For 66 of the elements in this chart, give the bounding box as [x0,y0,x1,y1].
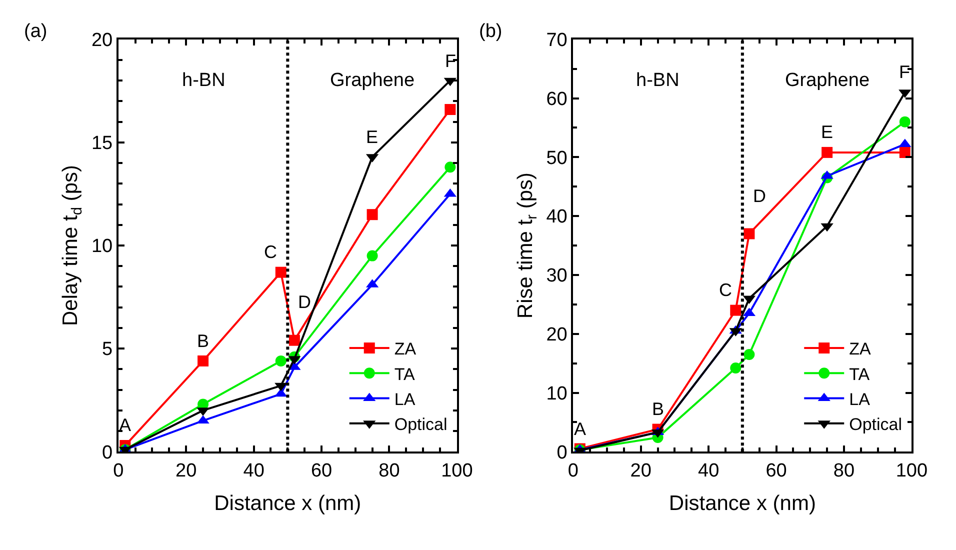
annotation: F [899,62,910,82]
point [744,228,755,240]
point [822,146,833,158]
y-tick-label: 5 [102,339,113,360]
legend-label: ZA [849,340,872,359]
annotation: B [652,399,664,419]
y-tick-label: 10 [546,383,568,404]
y-tick-label: 70 [546,30,568,52]
legend-label: LA [394,390,416,409]
point [366,209,378,220]
point [288,334,300,346]
point [275,355,286,366]
x-tick-label: 100 [896,460,928,482]
legend-label: Optical [849,414,902,434]
point [899,116,910,128]
point [444,162,456,173]
y-tick-label: 30 [546,266,568,287]
x-tick-label: 20 [630,460,652,482]
y-tick-label: 60 [546,88,568,110]
annotation: F [445,51,456,71]
legend-label: TA [849,364,870,384]
legend-label: LA [849,390,871,409]
y-tick-label: 20 [91,30,113,52]
x-tick-label: 60 [766,460,787,482]
annotation: h-BN [636,70,680,91]
x-tick-label: 80 [833,460,855,482]
annotation: A [119,415,132,435]
x-axis-title: Distance x (nm) [214,492,362,516]
x-tick-label: 20 [176,460,197,482]
annotation: C [719,280,732,300]
annotation: C [264,242,277,262]
y-tick-label: 20 [546,324,568,346]
point [744,348,755,360]
y-tick-label: 15 [91,133,113,154]
x-tick-label: 60 [310,460,332,482]
annotation: E [366,127,378,147]
x-tick-label: 40 [243,460,264,482]
y-tick-label: 40 [546,206,568,228]
legend-label: TA [394,364,416,384]
point [730,362,742,374]
y-tick-label: 0 [102,442,113,464]
text: (a) [24,21,48,42]
y-tick-label: 0 [556,442,568,464]
x-tick-label: 40 [698,460,720,482]
legend-label: Optical [394,414,448,434]
x-tick-label: 100 [441,460,473,482]
annotation: Graphene [330,70,415,91]
y-tick-label: 50 [546,148,568,169]
annotation: D [298,292,311,312]
annotation: h-BN [182,70,226,91]
x-axis-title: Distance x (nm) [668,492,816,516]
legend-label: ZA [394,340,417,359]
x-tick-label: 80 [378,460,400,482]
annotation: D [753,186,766,206]
annotation: A [574,419,586,439]
point [198,355,209,366]
annotation: Graphene [785,70,870,91]
point [366,250,378,262]
annotation: B [197,331,210,351]
point [899,146,910,158]
point [444,104,456,115]
y-tick-label: 10 [91,236,113,258]
point [730,304,742,316]
point [275,266,286,278]
text: (b) [479,21,502,42]
annotation: E [821,122,834,142]
